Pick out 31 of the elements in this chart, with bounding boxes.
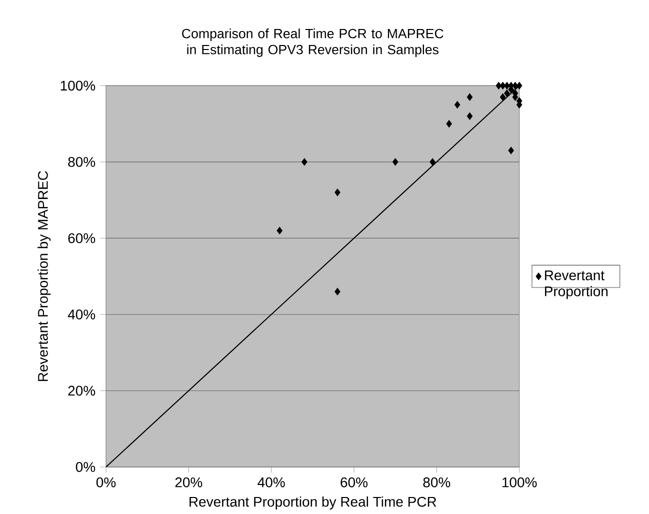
point bbox=[454, 101, 460, 108]
point bbox=[392, 158, 398, 166]
x-tick-label: 0% bbox=[96, 477, 116, 488]
x-axis-title: Revertant Proportion by Real Time PCR bbox=[190, 496, 436, 510]
point bbox=[334, 288, 340, 296]
point bbox=[504, 82, 510, 90]
y-tick-label: 20% bbox=[68, 386, 96, 396]
point bbox=[508, 146, 514, 154]
point bbox=[466, 112, 473, 120]
y-axis-title: Revertant Proportion by MAPREC bbox=[38, 171, 51, 382]
y-tick-label: 100% bbox=[60, 80, 96, 91]
x-tick-label: 40% bbox=[258, 477, 285, 488]
point bbox=[446, 120, 452, 128]
point bbox=[302, 158, 308, 166]
legend-label: Revertant Proportion bbox=[545, 270, 608, 300]
x-tick-label: 80% bbox=[423, 477, 450, 488]
x-tick-label: 20% bbox=[175, 477, 202, 488]
point bbox=[466, 93, 473, 101]
y-tick-label: 60% bbox=[68, 233, 96, 244]
point bbox=[504, 90, 510, 98]
point bbox=[430, 158, 436, 166]
point bbox=[516, 82, 522, 90]
y-tick-label: 80% bbox=[68, 156, 96, 167]
chart-title: Comparison of Real Time PCR to MAPREC in Estimating OPV3 Reversion in Samples bbox=[182, 28, 444, 57]
point bbox=[334, 188, 340, 196]
point bbox=[500, 93, 506, 101]
x-tick-label: 60% bbox=[340, 477, 368, 488]
y-tick-label: 0% bbox=[76, 462, 96, 472]
point bbox=[276, 226, 282, 234]
y-tick-label: 40% bbox=[68, 310, 96, 320]
x-tick-label: 100% bbox=[502, 477, 537, 488]
